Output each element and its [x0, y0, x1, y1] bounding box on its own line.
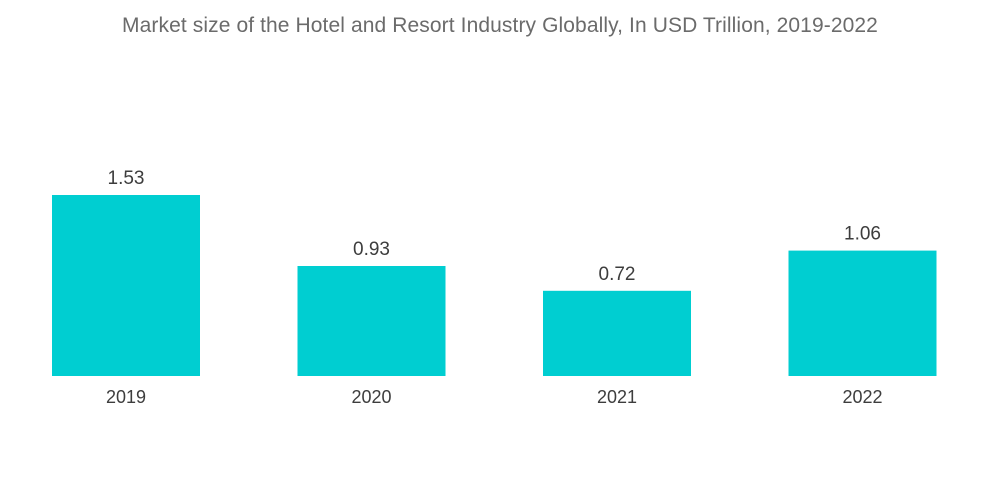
chart-title: Market size of the Hotel and Resort Indu…: [122, 14, 878, 37]
value-label-2019: 1.53: [108, 168, 145, 189]
bar-2022: [788, 250, 937, 376]
bars-group: [52, 195, 937, 376]
x-tick-label-2020: 2020: [351, 387, 391, 407]
x-tick-label-2021: 2021: [597, 387, 637, 407]
value-label-2020: 0.93: [353, 239, 390, 260]
value-label-2022: 1.06: [844, 224, 881, 245]
x-tick-label-2019: 2019: [106, 387, 146, 407]
bar-2021: [543, 290, 691, 376]
bar-2020: [297, 266, 446, 376]
value-labels-group: 1.53 0.93 0.72 1.06: [108, 168, 881, 285]
bar-2019: [52, 195, 200, 376]
x-axis-tick-labels: 2019 2020 2021 2022: [106, 387, 883, 407]
value-label-2021: 0.72: [599, 264, 636, 285]
x-tick-label-2022: 2022: [842, 387, 882, 407]
